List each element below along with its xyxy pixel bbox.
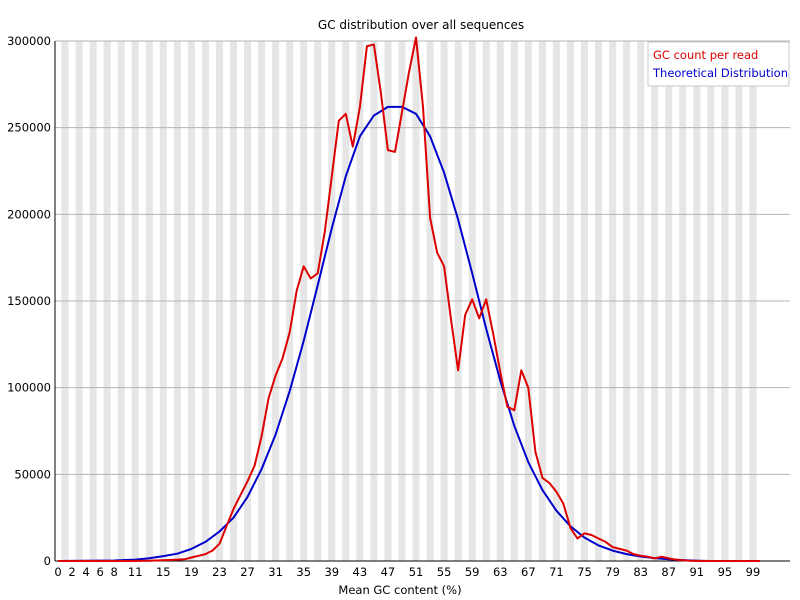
x-tick-label: 6 [96,565,103,579]
x-tick-label: 15 [156,565,171,579]
chart-legend: GC count per read Theoretical Distributio… [647,41,790,87]
x-tick-label: 51 [409,565,424,579]
x-tick-label: 99 [746,565,761,579]
x-axis-ticks: 0 2 4 6 8 11 15 19 23 27 31 35 39 43 47 51 55 59 63 67 71 75 7… [54,565,760,579]
x-tick-label: 63 [493,565,508,579]
x-tick-label: 39 [324,565,339,579]
chart-title: GC distribution over all sequences [318,18,524,32]
y-tick-label: 0 [44,554,51,568]
x-tick-label: 8 [110,565,117,579]
x-tick-label: 0 [54,565,61,579]
series-lines [57,36,760,562]
legend-entry: GC count per read [653,48,758,62]
x-tick-label: 4 [82,565,89,579]
y-axis-ticks: 0 50000 100000 150000 200000 250000 300000 [7,34,51,568]
x-tick-label: 59 [465,565,480,579]
axes [54,41,790,562]
series-line-gc-count [58,36,760,562]
x-tick-label: 35 [296,565,311,579]
series-line-theoretical [57,105,760,562]
y-tick-label: 200000 [7,207,51,221]
x-axis-label: Mean GC content (%) [338,583,461,597]
x-tick-label: 75 [577,565,592,579]
y-tick-label: 150000 [7,294,51,308]
x-tick-label: 83 [633,565,648,579]
x-tick-label: 11 [128,565,143,579]
legend-box [647,41,790,87]
x-tick-label: 79 [605,565,620,579]
x-tick-label: 67 [521,565,536,579]
x-tick-label: 91 [689,565,704,579]
x-tick-label: 27 [240,565,255,579]
x-tick-label: 71 [549,565,564,579]
x-tick-label: 43 [353,565,368,579]
x-tick-label: 55 [437,565,452,579]
y-tick-label: 250000 [7,121,51,135]
legend-entry: Theoretical Distribution [652,66,788,80]
y-tick-label: 300000 [7,34,51,48]
x-tick-label: 87 [661,565,676,579]
x-tick-label: 2 [68,565,75,579]
x-tick-label: 47 [381,565,396,579]
y-tick-label: 50000 [14,467,51,481]
x-tick-label: 23 [212,565,227,579]
x-tick-label: 19 [184,565,199,579]
x-tick-label: 95 [718,565,733,579]
y-tick-label: 100000 [7,381,51,395]
x-tick-label: 31 [268,565,283,579]
